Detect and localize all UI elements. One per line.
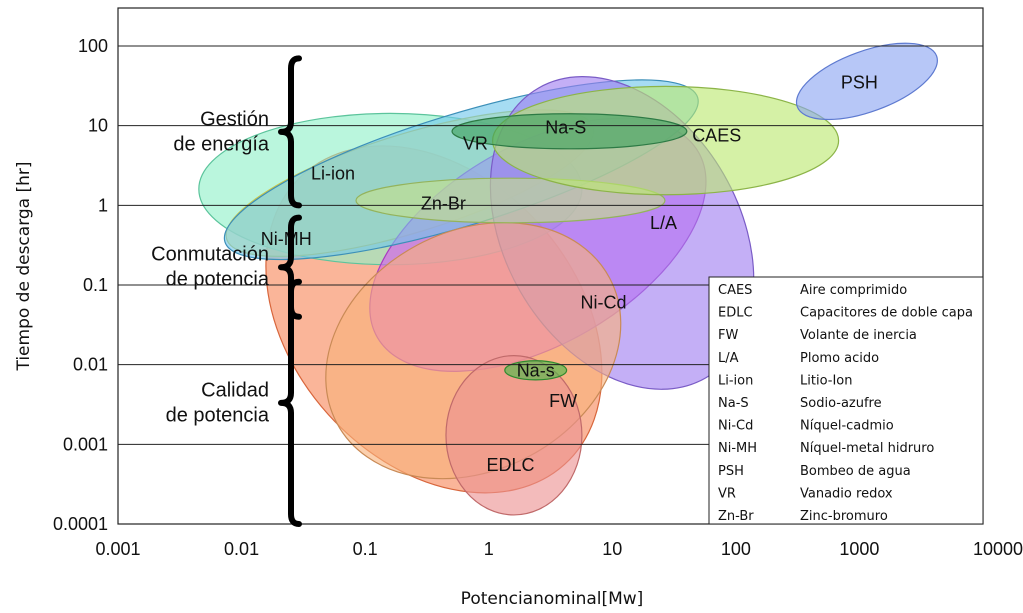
legend-abbr: L/A	[718, 351, 739, 366]
legend-desc: Aire comprimido	[800, 283, 907, 298]
y-tick-label: 0.001	[63, 434, 108, 454]
legend-abbr: Ni-MH	[718, 441, 757, 456]
legend-desc: Zinc-bromuro	[800, 509, 888, 524]
x-tick-label: 0.01	[224, 539, 259, 559]
legend-box	[708, 276, 984, 525]
legend-abbr: FW	[718, 328, 738, 343]
regions-layer	[198, 42, 938, 516]
label-psh: PSH	[841, 72, 878, 92]
x-tick-label: 0.1	[353, 539, 378, 559]
label-na-s: Na-S	[545, 117, 586, 137]
legend-desc: Níquel-cadmio	[800, 419, 894, 434]
legend-desc: Capacitores de doble capa	[800, 306, 973, 321]
legend-abbr: CAES	[718, 283, 752, 298]
x-tick-label: 0.001	[95, 539, 140, 559]
label-ni-mh: Ni-MH	[261, 229, 312, 249]
bracket-group-label: de potencia	[166, 404, 270, 426]
label-l-a: L/A	[650, 213, 677, 233]
region-na-s	[504, 360, 568, 381]
x-tick-label: 1000	[839, 539, 879, 559]
y-tick-label: 1	[98, 195, 108, 215]
x-tick-label: 10	[602, 539, 622, 559]
y-tick-label: 0.0001	[53, 514, 108, 534]
legend-desc: Níquel-metal hidruro	[800, 441, 934, 456]
legend-desc: Volante de inercia	[800, 328, 917, 343]
legend-abbr: Zn-Br	[718, 509, 754, 524]
bracket-3	[278, 278, 302, 527]
region-psh	[795, 42, 938, 121]
region-labels: Ni-MH Li-ion Ni-Cd VR L/A FW EDLC Zn-Br CAES Na-S…	[261, 72, 878, 475]
legend-abbr: EDLC	[718, 306, 753, 321]
label-vr: VR	[463, 133, 488, 153]
label-ni-cd: Ni-Cd	[581, 293, 627, 313]
region-edlc	[445, 354, 583, 516]
x-tick-label: 100	[721, 539, 751, 559]
y-tick-label: 100	[78, 36, 108, 56]
bracket-group-label: de energía	[173, 133, 270, 155]
legend-desc: Plomo acido	[800, 351, 879, 366]
legend-abbr: PSH	[718, 464, 744, 479]
legend-abbr: Li-ion	[718, 373, 753, 388]
axis-ticks: 0.001 0.01 0.1 1 10 100 1000 10000 0.0001 0.001 0.…	[53, 36, 1023, 559]
label-edlc: EDLC	[486, 455, 534, 475]
legend-desc: Bombeo de agua	[800, 464, 911, 479]
legend-abbr: Ni-Cd	[718, 419, 753, 434]
x-tick-label: 10000	[973, 539, 1023, 559]
label-li-ion: Li-ion	[311, 164, 355, 184]
bracket-1	[278, 55, 302, 209]
bracket-group-label: Gestión	[200, 108, 269, 130]
x-axis-title: Potencianominal[Mw]	[461, 589, 644, 609]
label-caes: CAES	[692, 126, 741, 146]
y-tick-label: 0.01	[73, 355, 108, 375]
plot-frame	[117, 7, 984, 525]
label-zn-br: Zn-Br	[421, 194, 466, 214]
legend-abbr: VR	[718, 486, 736, 501]
legend-desc: Vanadio redox	[800, 486, 893, 501]
y-tick-label: 0.1	[83, 275, 108, 295]
application-brackets: Gestión de energía Conmutación de potencia C…	[151, 55, 302, 527]
bracket-group-label: Conmutación	[151, 244, 269, 266]
legend-abbr: Na-S	[718, 396, 749, 411]
x-tick-label: 1	[484, 539, 494, 559]
label-fw: FW	[549, 391, 577, 411]
legend-desc: Sodio-azufre	[800, 396, 882, 411]
bracket-group-label: Calidad	[201, 379, 269, 401]
region-na-s	[451, 113, 688, 150]
y-tick-label: 10	[88, 116, 108, 136]
bracket-group-label: de potencia	[166, 269, 270, 291]
legend-desc: Litio-Ion	[800, 373, 852, 388]
label-na-s: Na-s	[517, 360, 555, 380]
y-axis-title: Tiempo de descarga [hr]	[14, 161, 34, 371]
legend: CAES Aire comprimido EDLC Capacitores de do…	[708, 276, 984, 525]
